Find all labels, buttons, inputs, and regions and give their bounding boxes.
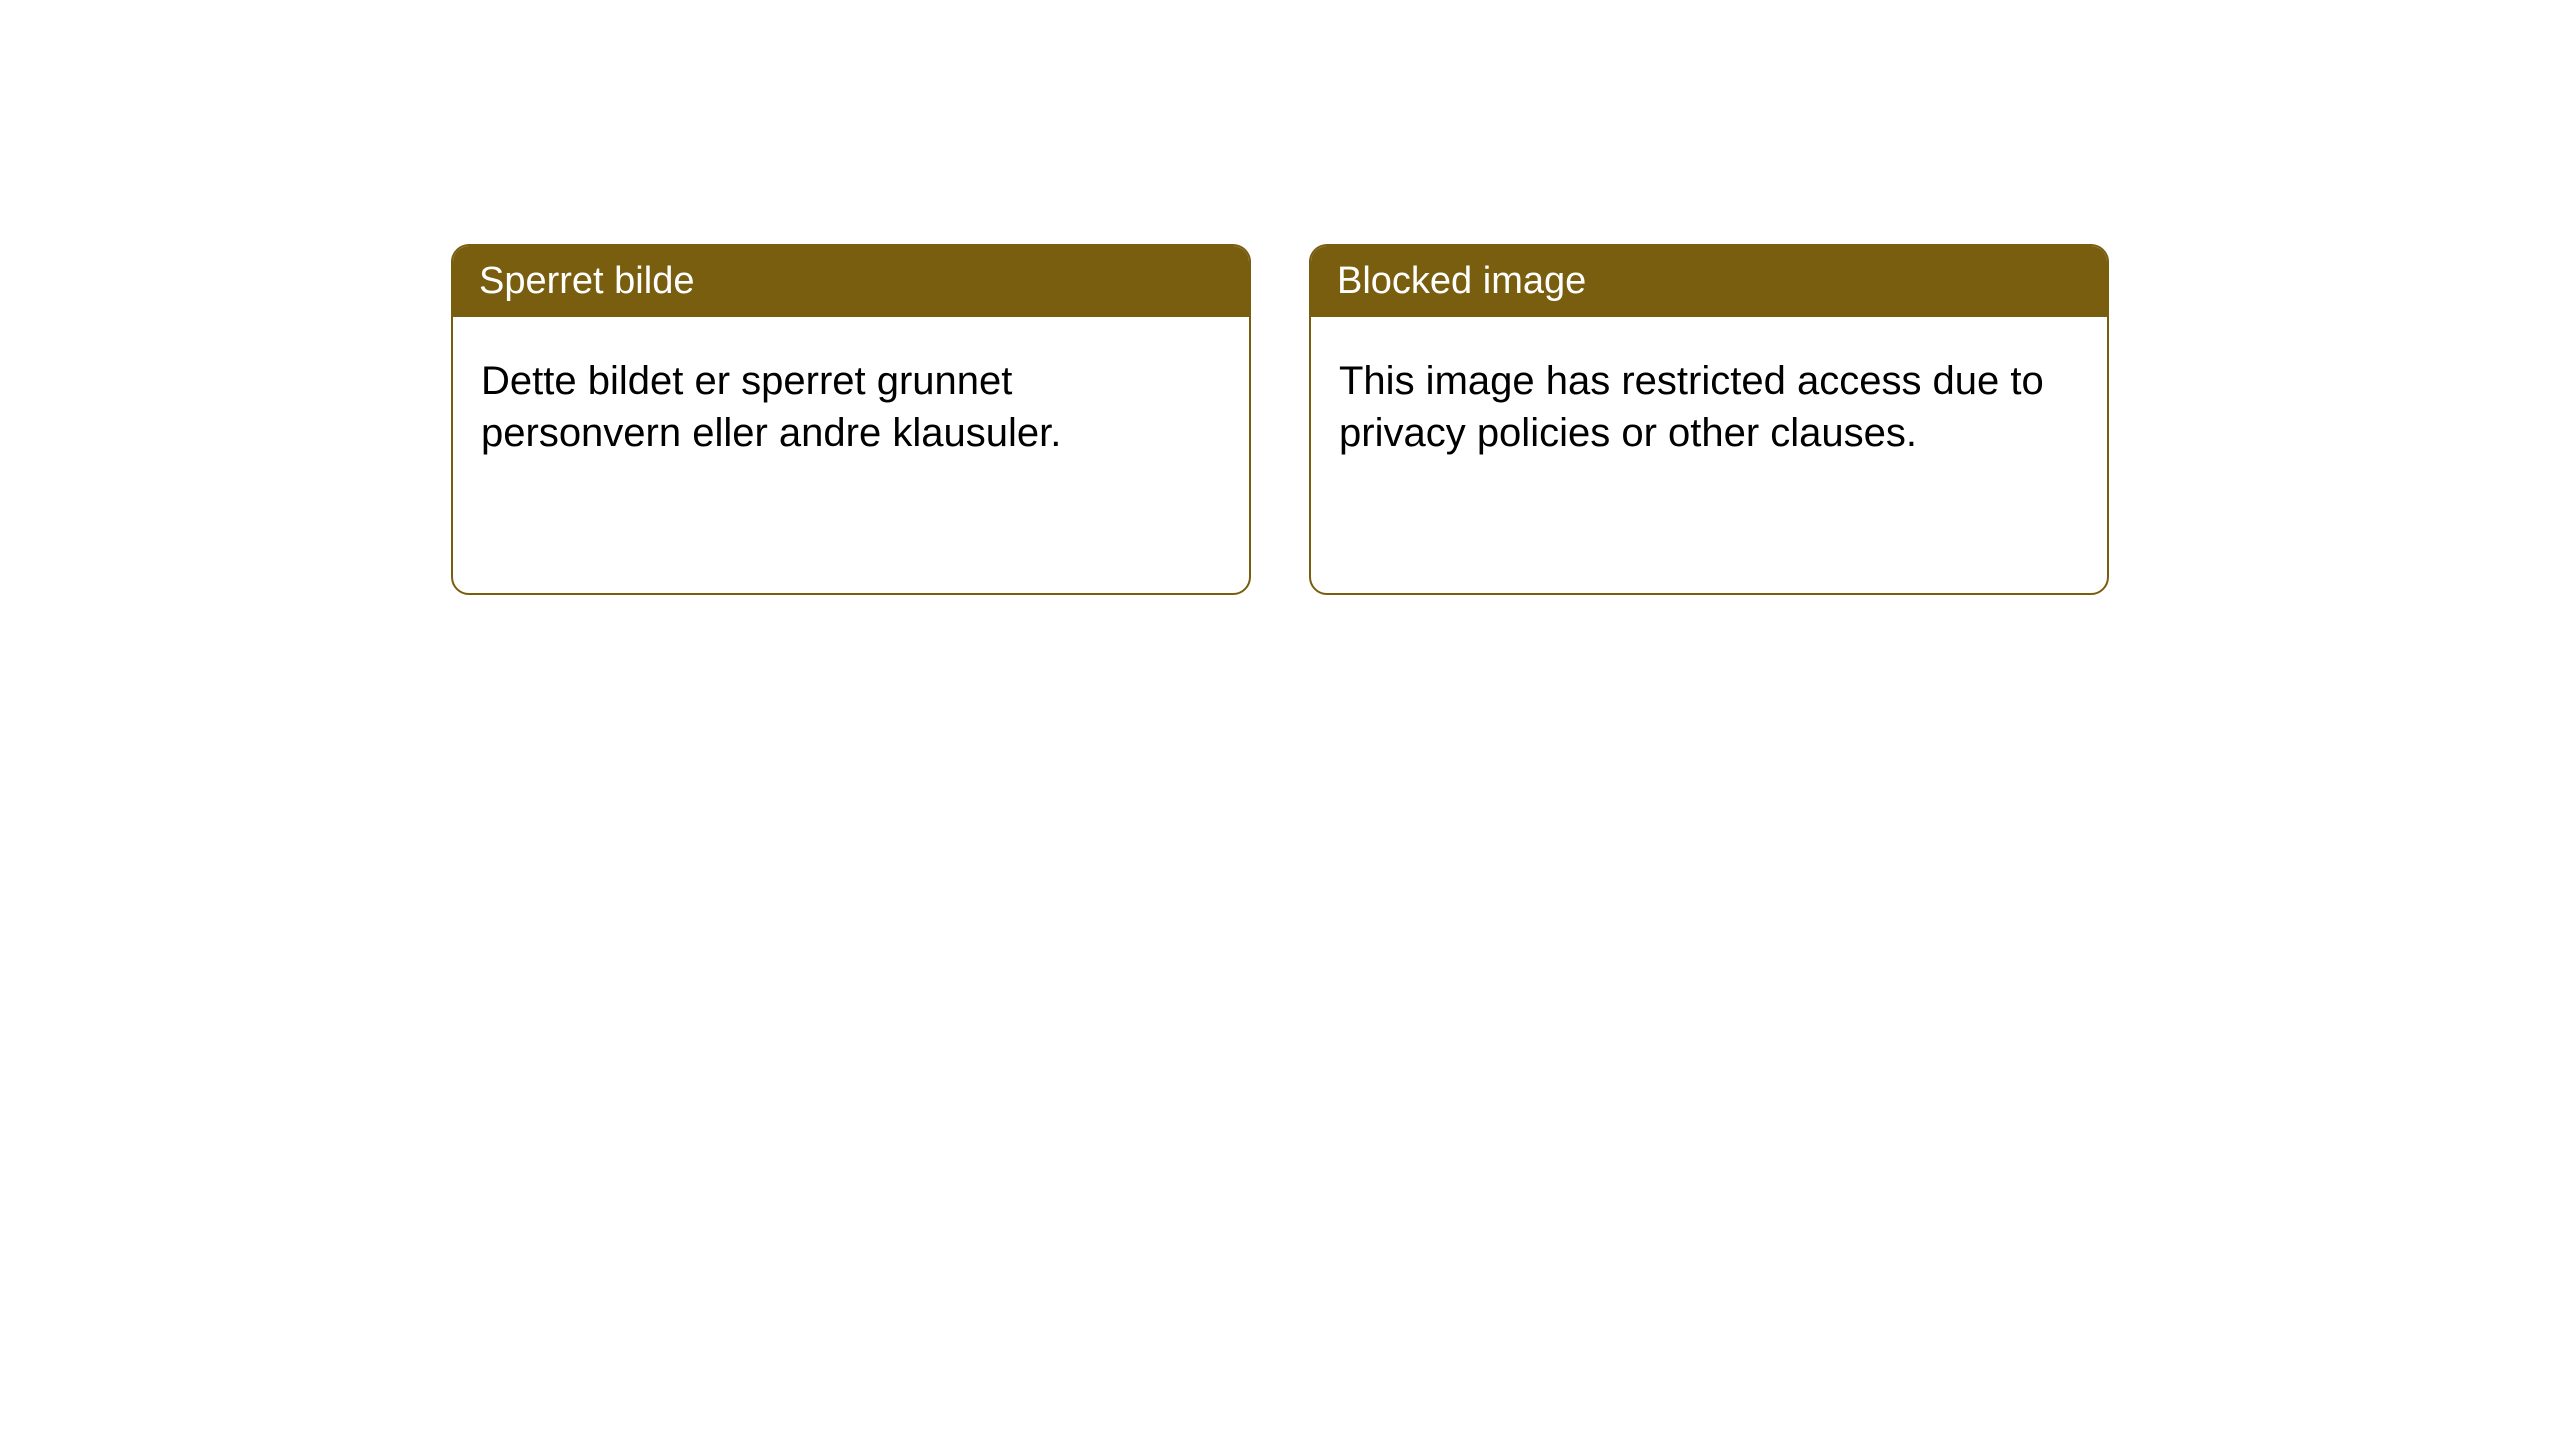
blocked-image-notices: Sperret bilde Dette bildet er sperret gr… <box>0 244 2560 595</box>
notice-message-english: This image has restricted access due to … <box>1311 317 2107 593</box>
notice-title-norwegian: Sperret bilde <box>453 246 1249 317</box>
notice-title-english: Blocked image <box>1311 246 2107 317</box>
notice-card-norwegian: Sperret bilde Dette bildet er sperret gr… <box>451 244 1251 595</box>
notice-card-english: Blocked image This image has restricted … <box>1309 244 2109 595</box>
notice-message-norwegian: Dette bildet er sperret grunnet personve… <box>453 317 1249 593</box>
